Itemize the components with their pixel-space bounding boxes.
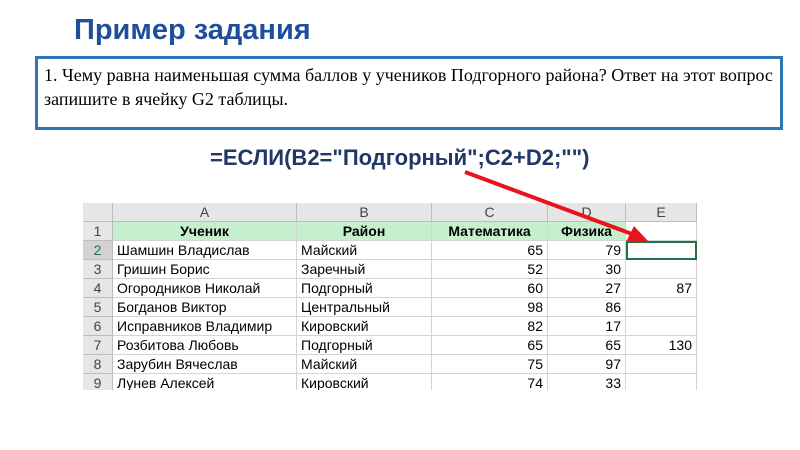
- cell[interactable]: [626, 260, 697, 279]
- row-header[interactable]: 5: [83, 298, 113, 317]
- header-cell[interactable]: Ученик: [113, 222, 297, 241]
- cell[interactable]: 52: [432, 260, 548, 279]
- column-header[interactable]: E: [626, 203, 697, 222]
- cell[interactable]: 30: [548, 260, 626, 279]
- cell[interactable]: [626, 317, 697, 336]
- cell[interactable]: [626, 355, 697, 374]
- row-header[interactable]: 2: [83, 241, 113, 260]
- header-cell[interactable]: Математика: [432, 222, 548, 241]
- cell[interactable]: 86: [548, 298, 626, 317]
- cell[interactable]: Майский: [297, 241, 432, 260]
- header-cell[interactable]: Физика: [548, 222, 626, 241]
- cell[interactable]: Зарубин Вячеслав: [113, 355, 297, 374]
- task-box: 1. Чему равна наименьшая сумма баллов у …: [35, 56, 783, 130]
- cell[interactable]: Кировский: [297, 374, 432, 390]
- spreadsheet: A B C D E 1 2 3 4 5 6 7 8 9 Ученик Район Математика Физик…: [83, 203, 697, 390]
- row-header[interactable]: 9: [83, 374, 113, 390]
- row-header[interactable]: 1: [83, 222, 113, 241]
- cell[interactable]: Огородников Николай: [113, 279, 297, 298]
- cell[interactable]: 65: [432, 336, 548, 355]
- cell[interactable]: 33: [548, 374, 626, 390]
- cell[interactable]: 98: [432, 298, 548, 317]
- cell[interactable]: 130: [626, 336, 697, 355]
- cell[interactable]: [626, 374, 697, 390]
- cell[interactable]: Заречный: [297, 260, 432, 279]
- cell[interactable]: 75: [432, 355, 548, 374]
- cell[interactable]: 60: [432, 279, 548, 298]
- slide-title: Пример задания: [74, 14, 311, 46]
- cell[interactable]: 97: [548, 355, 626, 374]
- cell[interactable]: Исправников Владимир: [113, 317, 297, 336]
- column-header[interactable]: B: [297, 203, 432, 222]
- column-header[interactable]: A: [113, 203, 297, 222]
- cell[interactable]: Розбитова Любовь: [113, 336, 297, 355]
- corner[interactable]: [83, 203, 113, 222]
- cell[interactable]: Богданов Виктор: [113, 298, 297, 317]
- column-header[interactable]: C: [432, 203, 548, 222]
- row-header[interactable]: 7: [83, 336, 113, 355]
- row-header[interactable]: 6: [83, 317, 113, 336]
- cell[interactable]: 65: [432, 241, 548, 260]
- cell[interactable]: 79: [548, 241, 626, 260]
- header-cell[interactable]: Район: [297, 222, 432, 241]
- cell[interactable]: [626, 298, 697, 317]
- cell[interactable]: 17: [548, 317, 626, 336]
- column-header[interactable]: D: [548, 203, 626, 222]
- formula: =ЕСЛИ(B2="Подгорный";C2+D2;""): [210, 145, 590, 170]
- cell[interactable]: [626, 241, 697, 260]
- row-header[interactable]: 3: [83, 260, 113, 279]
- cell[interactable]: Центральный: [297, 298, 432, 317]
- cell[interactable]: Майский: [297, 355, 432, 374]
- row-header[interactable]: 4: [83, 279, 113, 298]
- cell[interactable]: 82: [432, 317, 548, 336]
- row-header[interactable]: 8: [83, 355, 113, 374]
- cell[interactable]: Подгорный: [297, 336, 432, 355]
- cell[interactable]: Шамшин Владислав: [113, 241, 297, 260]
- cell[interactable]: Кировский: [297, 317, 432, 336]
- cell[interactable]: Лунев Алексей: [113, 374, 297, 390]
- cell[interactable]: 65: [548, 336, 626, 355]
- cell[interactable]: Подгорный: [297, 279, 432, 298]
- cell[interactable]: 74: [432, 374, 548, 390]
- cell[interactable]: 27: [548, 279, 626, 298]
- cell[interactable]: Гришин Борис: [113, 260, 297, 279]
- cell[interactable]: [626, 222, 697, 241]
- cell[interactable]: 87: [626, 279, 697, 298]
